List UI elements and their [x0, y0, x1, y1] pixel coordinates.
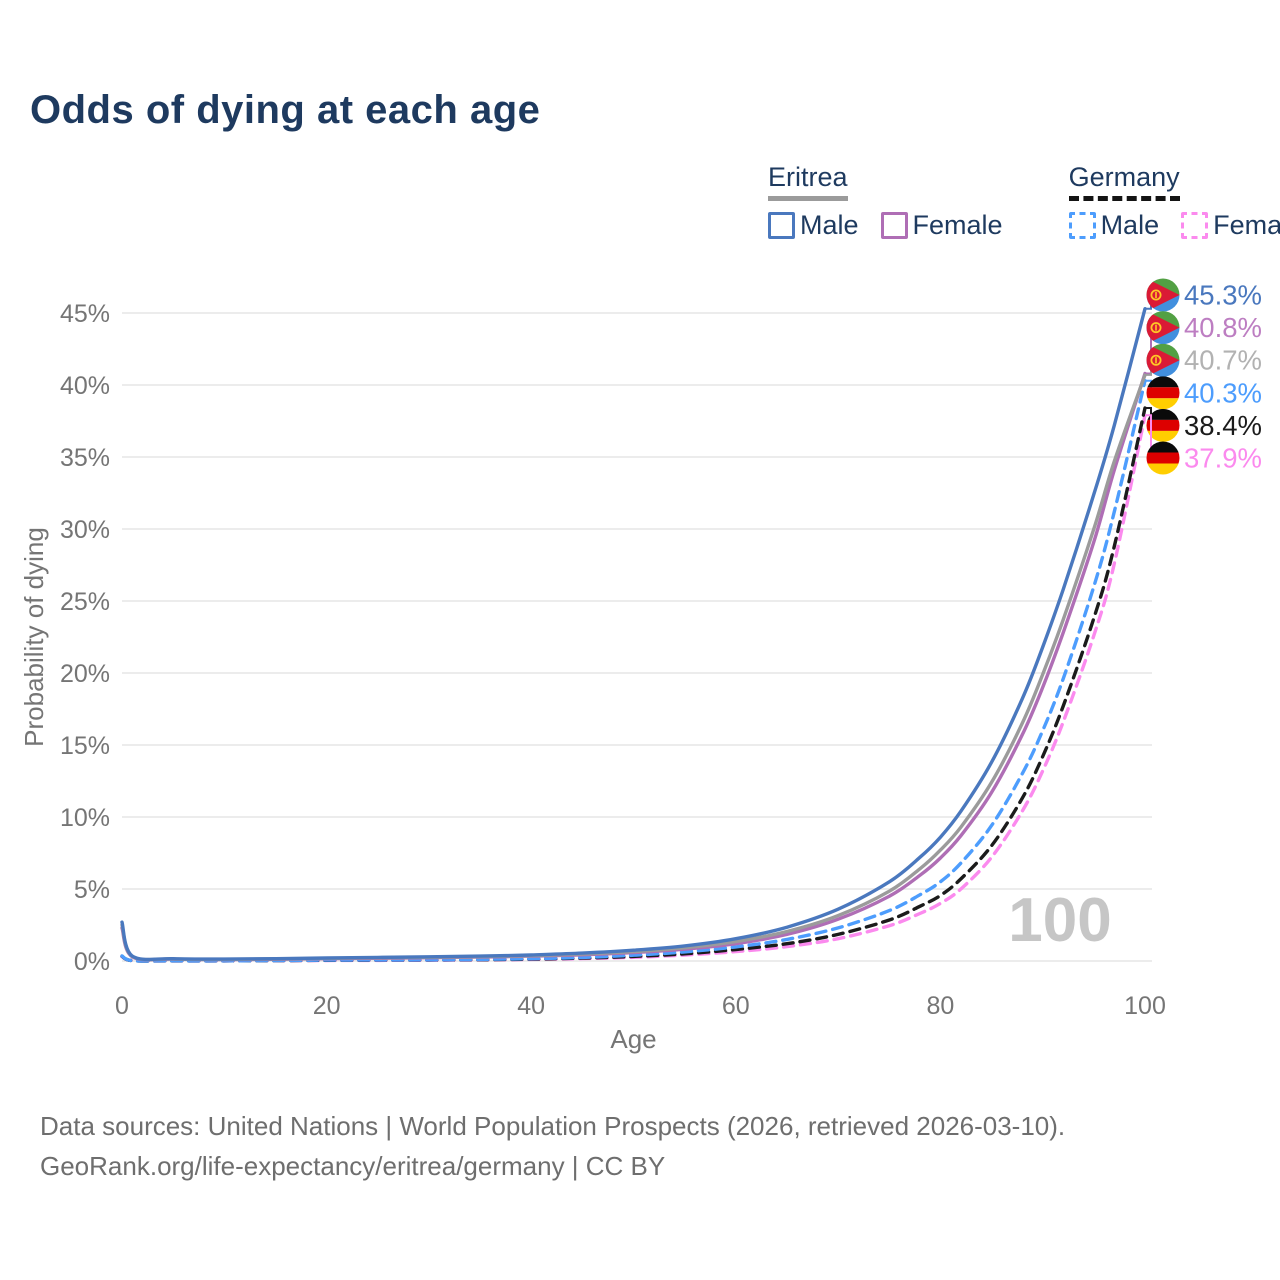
legend-item-label: Male	[800, 210, 859, 240]
x-tick-label-0: 0	[115, 992, 129, 1020]
y-tick-label-15: 15%	[60, 732, 110, 760]
legend-group-eritrea: Eritrea Male Female	[768, 162, 1003, 241]
legend-item-label: Female	[912, 210, 1003, 240]
end-label-germany-both: 38.4%	[1145, 407, 1262, 442]
x-axis-title: Age	[610, 1024, 656, 1054]
footer-data-sources: Data sources: United Nations | World Pop…	[40, 1111, 1066, 1141]
legend-items-germany: Male Female	[1068, 210, 1280, 241]
y-tick-label-35: 35%	[60, 444, 110, 472]
chart-footer: Data sources: United Nations | World Pop…	[40, 1106, 1065, 1186]
series-line-germany-female	[120, 413, 1147, 963]
legend-header-germany: Germany	[1068, 162, 1180, 201]
y-tick-label-45: 45%	[60, 300, 110, 328]
end-label-value-eritrea-both: 40.7%	[1184, 345, 1262, 376]
end-label-germany-male: 40.3%	[1145, 376, 1262, 410]
x-tick-label-40: 40	[517, 992, 545, 1020]
legend-item-label: Male	[1100, 210, 1160, 240]
eritrea-flag-icon	[1146, 311, 1180, 345]
y-tick-label-25: 25%	[60, 588, 110, 616]
x-tick-label-100: 100	[1124, 992, 1166, 1020]
series-line-germany-male	[120, 379, 1147, 963]
end-label-value-germany-male: 40.3%	[1184, 377, 1262, 408]
legend-group-germany: Germany Male Female	[1068, 162, 1280, 241]
y-tick-label-10: 10%	[60, 804, 110, 832]
end-label-value-germany-female: 37.9%	[1184, 443, 1262, 474]
mortality-line-chart: 0% 5% 10% 15% 20% 25% 30% 35% 40% 45% 0 20 40 60 80 100…	[19, 278, 1262, 1054]
age-watermark: 100	[1008, 886, 1111, 955]
y-tick-label-20: 20%	[60, 660, 110, 688]
eritrea-flag-icon	[1146, 278, 1180, 312]
x-tick-label-60: 60	[722, 992, 750, 1020]
y-tick-label-0: 0%	[74, 948, 110, 976]
end-label-eritrea-both: 40.7%	[1145, 343, 1262, 377]
y-tick-label-5: 5%	[74, 876, 110, 904]
end-label-eritrea-male: 45.3%	[1145, 278, 1262, 312]
end-label-germany-female: 37.9%	[1145, 414, 1262, 475]
legend-item-germany-male[interactable]: Male	[1068, 210, 1160, 241]
x-tick-label-80: 80	[926, 992, 954, 1020]
germany-flag-icon	[1146, 408, 1180, 442]
legend: Eritrea Male Female Germany Male Female	[768, 162, 1280, 241]
y-axis-title: Probability of dying	[19, 527, 49, 747]
y-tick-label-40: 40%	[60, 372, 110, 400]
series-line-germany-both	[120, 406, 1147, 963]
end-label-value-eritrea-female: 40.8%	[1184, 312, 1262, 343]
footer-attribution: GeoRank.org/life-expectancy/eritrea/germ…	[40, 1151, 666, 1181]
legend-items-eritrea: Male Female	[768, 210, 1003, 241]
eritrea-female-swatch-icon	[880, 212, 908, 239]
eritrea-male-swatch-icon	[768, 212, 795, 239]
y-tick-label-30: 30%	[60, 516, 110, 544]
eritrea-flag-icon	[1146, 343, 1180, 377]
page-title: Odds of dying at each age	[30, 88, 541, 132]
germany-flag-icon	[1146, 441, 1180, 475]
germany-flag-icon	[1146, 376, 1180, 410]
legend-header-eritrea: Eritrea	[768, 162, 848, 201]
legend-item-eritrea-female[interactable]: Female	[880, 210, 1003, 241]
x-tick-label-20: 20	[313, 992, 341, 1020]
series-line-eritrea-both	[120, 373, 1147, 962]
series-line-eritrea-female	[120, 371, 1147, 962]
end-label-value-eritrea-male: 45.3%	[1184, 280, 1262, 311]
legend-item-label: Female	[1213, 210, 1280, 240]
end-label-eritrea-female: 40.8%	[1145, 311, 1262, 375]
germany-female-swatch-icon	[1181, 212, 1209, 239]
end-label-value-germany-both: 38.4%	[1184, 410, 1262, 441]
series-line-eritrea-male	[120, 307, 1147, 962]
legend-item-germany-female[interactable]: Female	[1181, 210, 1280, 241]
legend-item-eritrea-male[interactable]: Male	[768, 210, 859, 241]
germany-male-swatch-icon	[1068, 212, 1096, 239]
